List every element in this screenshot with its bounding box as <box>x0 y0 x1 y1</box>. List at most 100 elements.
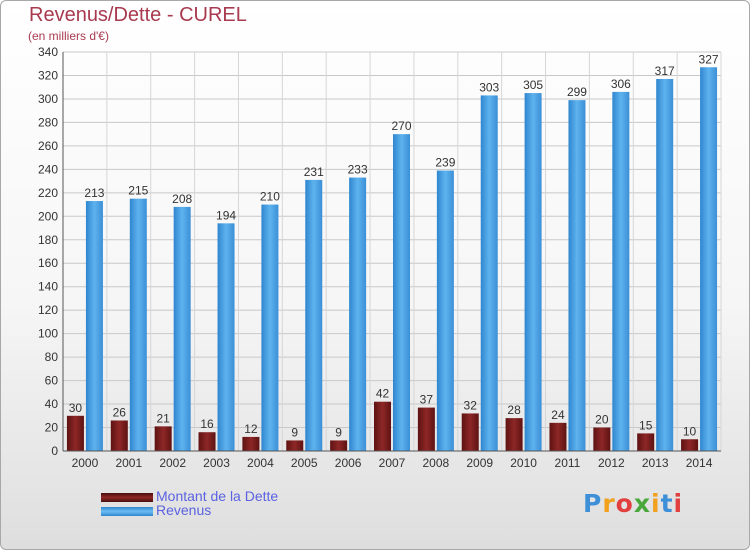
chart-subtitle: (en milliers d'€) <box>28 29 109 43</box>
data-label-revenus: 299 <box>567 85 587 99</box>
x-tick-label: 2002 <box>159 456 186 470</box>
y-tick-label: 340 <box>38 45 58 59</box>
bar-debt <box>154 426 172 451</box>
bar-revenus <box>349 177 367 452</box>
y-tick-label: 300 <box>38 92 58 106</box>
bar-revenus <box>656 78 674 451</box>
data-label-revenus: 303 <box>479 80 499 94</box>
data-label-revenus: 305 <box>523 78 543 92</box>
bar-debt <box>374 401 391 451</box>
proxiti-logo: Proxiti <box>583 489 684 518</box>
bar-debt <box>198 432 216 451</box>
bar-debt <box>593 427 611 451</box>
data-label-debt: 15 <box>639 418 653 432</box>
y-tick-label: 20 <box>45 421 59 435</box>
y-tick-label: 240 <box>38 162 58 176</box>
y-tick-label: 220 <box>38 186 58 200</box>
data-label-revenus: 213 <box>84 186 104 200</box>
bar-revenus <box>305 179 323 451</box>
bar-debt <box>461 413 479 451</box>
y-tick-label: 180 <box>38 233 58 247</box>
data-label-revenus: 208 <box>172 192 192 206</box>
bar-revenus <box>568 100 586 451</box>
data-label-revenus: 239 <box>435 156 455 170</box>
y-tick-label: 120 <box>38 303 58 317</box>
data-label-debt: 21 <box>156 411 170 425</box>
bar-debt <box>286 440 304 451</box>
x-tick-label: 2012 <box>598 456 625 470</box>
x-tick-label: 2008 <box>423 456 450 470</box>
data-label-debt: 16 <box>200 417 214 431</box>
x-tick-label: 2000 <box>72 456 99 470</box>
bar-debt <box>417 407 435 451</box>
data-label-debt: 26 <box>113 405 127 419</box>
bar-revenus <box>700 67 718 451</box>
legend-swatch-revenus <box>101 507 153 516</box>
bar-revenus <box>480 95 498 451</box>
data-label-debt: 42 <box>376 387 390 401</box>
bar-revenus <box>173 206 191 451</box>
data-label-debt: 37 <box>420 393 434 407</box>
y-tick-label: 280 <box>38 115 58 129</box>
bar-revenus <box>85 201 103 451</box>
bar-revenus <box>393 134 410 451</box>
data-label-debt: 30 <box>69 401 83 415</box>
bar-debt <box>330 440 348 451</box>
bar-debt <box>110 420 128 451</box>
x-tick-label: 2011 <box>555 456 581 470</box>
data-label-revenus: 327 <box>699 52 719 66</box>
x-tick-label: 2004 <box>247 456 274 470</box>
x-tick-label: 2006 <box>335 456 362 470</box>
legend-label-revenus: Revenus <box>156 502 212 518</box>
x-tick-label: 2003 <box>203 456 230 470</box>
bar-debt <box>66 415 84 451</box>
bar-revenus <box>129 198 147 451</box>
bar-revenus <box>612 91 630 452</box>
data-label-revenus: 210 <box>260 190 280 204</box>
data-label-debt: 20 <box>595 413 609 427</box>
bar-debt <box>549 422 567 451</box>
y-tick-label: 320 <box>38 68 58 82</box>
y-tick-label: 260 <box>38 139 58 153</box>
bar-revenus <box>217 223 235 451</box>
x-tick-label: 2007 <box>379 456 406 470</box>
data-label-revenus: 231 <box>304 165 324 179</box>
data-label-revenus: 306 <box>611 77 631 91</box>
bar-debt <box>242 436 260 451</box>
data-label-debt: 12 <box>244 422 258 436</box>
x-tick-label: 2009 <box>466 456 493 470</box>
legend-label-debt: Montant de la Dette <box>156 488 279 504</box>
data-label-debt: 9 <box>335 425 342 439</box>
legend-swatch-debt <box>101 493 153 502</box>
bar-revenus <box>261 204 279 451</box>
data-label-debt: 9 <box>291 425 298 439</box>
x-tick-label: 2005 <box>291 456 318 470</box>
bar-debt <box>637 433 655 451</box>
x-tick-label: 2001 <box>115 456 142 470</box>
chart-title: Revenus/Dette - CUREL <box>29 4 247 26</box>
bar-revenus <box>436 170 454 451</box>
data-label-revenus: 317 <box>655 64 675 78</box>
data-label-debt: 10 <box>683 424 697 438</box>
y-tick-label: 160 <box>38 256 58 270</box>
y-tick-label: 40 <box>45 397 59 411</box>
y-tick-label: 200 <box>38 209 58 223</box>
data-label-debt: 24 <box>551 408 565 422</box>
data-label-revenus: 270 <box>391 119 411 133</box>
data-label-debt: 32 <box>464 398 478 412</box>
data-label-revenus: 233 <box>348 163 368 177</box>
y-tick-label: 60 <box>45 374 59 388</box>
y-tick-label: 100 <box>38 327 58 341</box>
data-label-revenus: 215 <box>128 184 148 198</box>
y-tick-label: 0 <box>51 444 58 458</box>
x-tick-label: 2013 <box>642 456 669 470</box>
x-tick-label: 2010 <box>510 456 537 470</box>
x-tick-label: 2014 <box>686 456 713 470</box>
bar-debt <box>505 418 523 451</box>
data-label-revenus: 194 <box>216 208 236 222</box>
bar-revenus <box>524 93 542 451</box>
y-tick-label: 140 <box>38 280 58 294</box>
y-tick-label: 80 <box>45 350 59 364</box>
